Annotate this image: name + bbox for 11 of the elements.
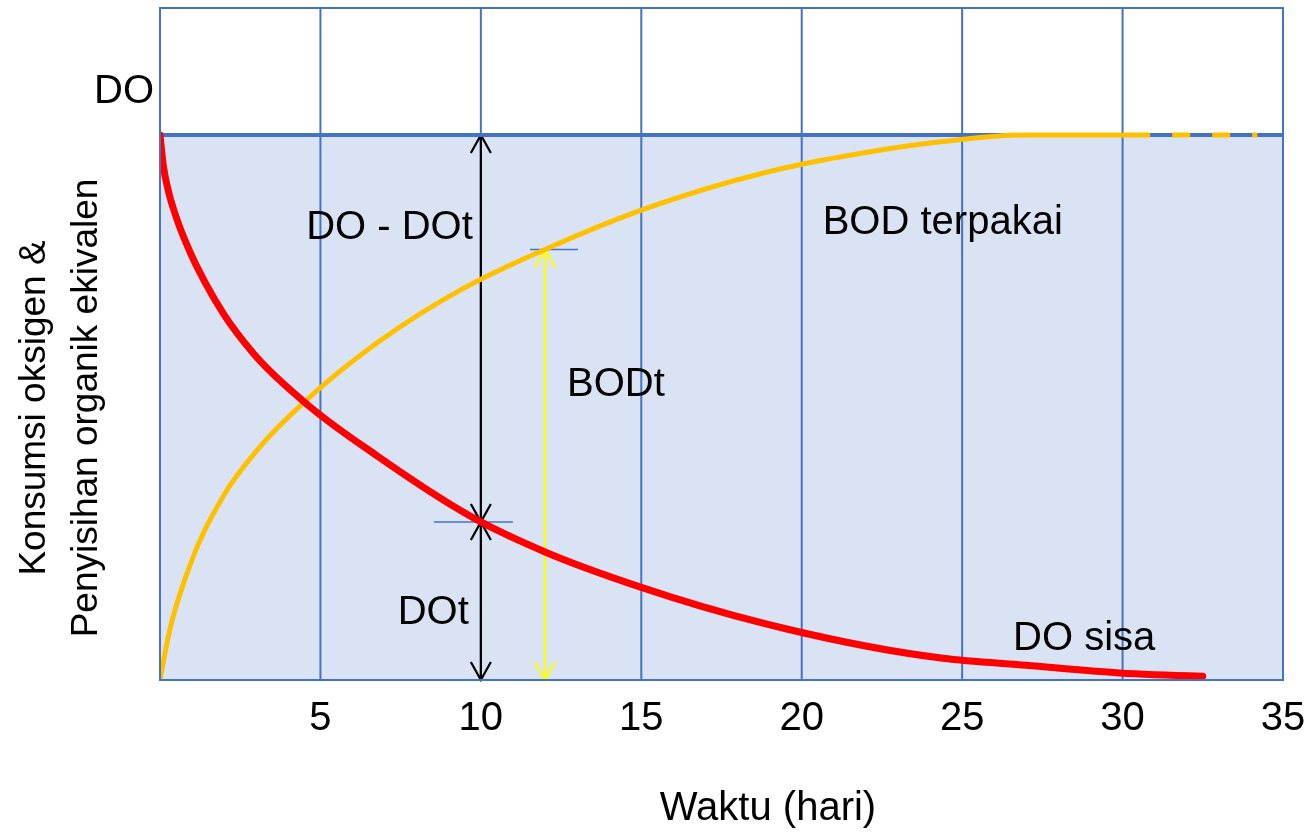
x-tick-label: 20 [779,694,824,738]
x-tick-label: 35 [1260,694,1305,738]
x-tick-label: 25 [939,694,985,738]
x-tick-label: 15 [619,694,664,738]
x-tick-label: 10 [458,694,504,738]
x-tick-label: 30 [1100,694,1145,738]
y-axis-title: Konsumsi oksigen & Penyisihan organik ekivalen [11,178,105,638]
annotation: DOt [397,587,469,632]
ref-line-label: DO [94,66,154,111]
x-tick-label: 5 [309,694,332,738]
x-axis-title: Waktu (hari) [659,784,877,828]
